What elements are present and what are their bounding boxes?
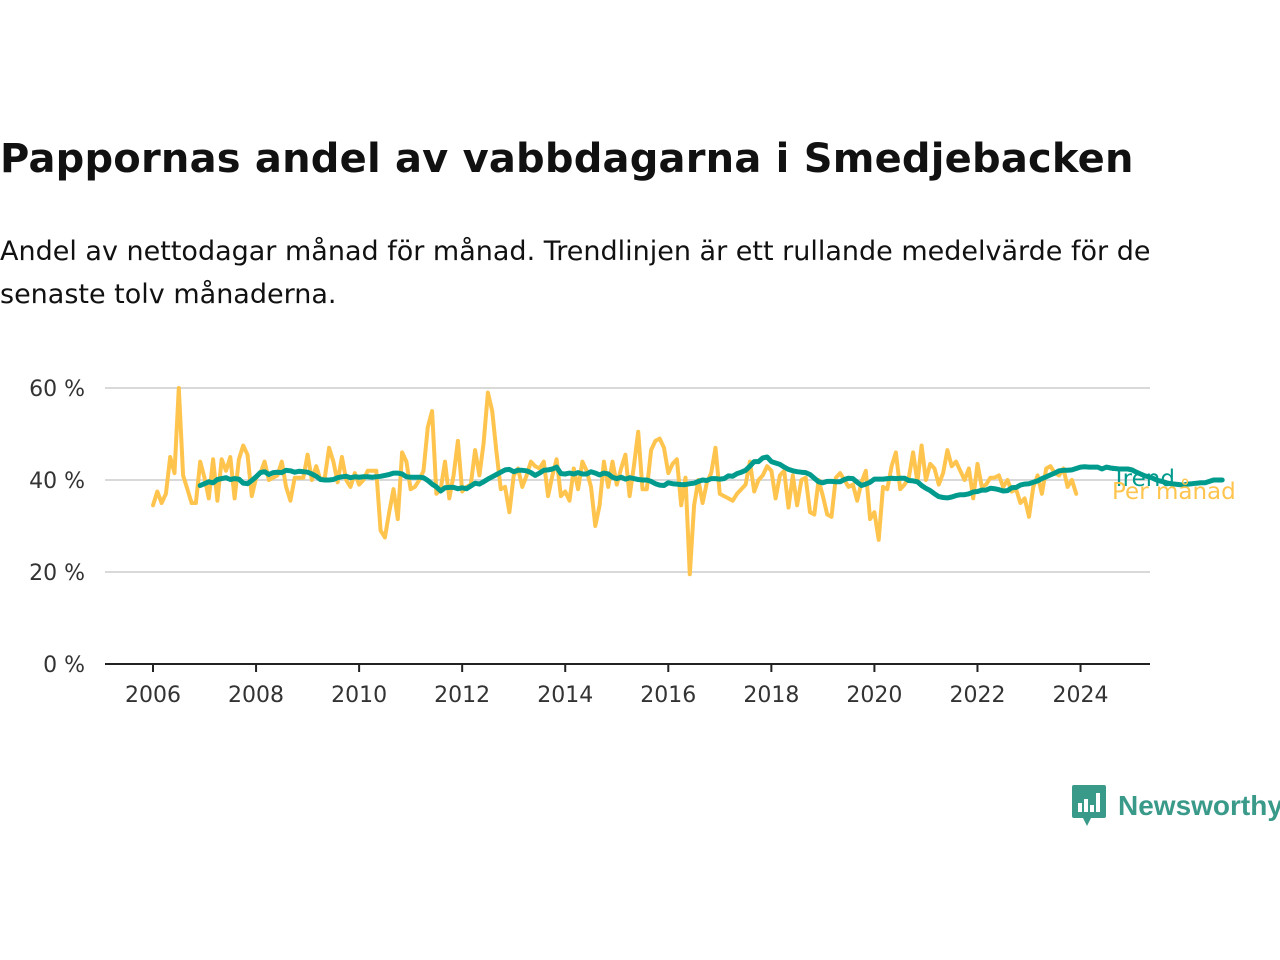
x-tick-label: 2024 [1053, 683, 1109, 708]
y-tick-label: 20 % [29, 561, 85, 586]
x-tick-label: 2008 [228, 683, 284, 708]
y-axis-labels: 0 % 20 % 40 % 60 % [29, 377, 85, 678]
brand-logo: Newsworthy [1072, 785, 1280, 827]
x-tick-label: 2012 [434, 683, 490, 708]
x-tick-label: 2006 [125, 683, 181, 708]
legend-label-trend: Trend [1111, 466, 1175, 492]
y-tick-label: 40 % [29, 469, 85, 494]
x-tick-label: 2010 [331, 683, 387, 708]
chart-title: Pappornas andel av vabbdagarna i Smedjeb… [0, 136, 1134, 182]
legend-label-per-manad: Per månad [1112, 477, 1236, 505]
series-lines [151, 386, 1225, 577]
x-tick-label: 2022 [949, 683, 1005, 708]
y-tick-label: 0 % [43, 653, 85, 678]
y-tick-label: 60 % [29, 377, 85, 402]
x-axis: 2006 2008 2010 2012 2014 2016 2018 2020 2022 2024 [105, 663, 1150, 708]
series-line-trend [197, 454, 1225, 501]
x-tick-label: 2016 [640, 683, 696, 708]
x-tick-label: 2014 [537, 683, 593, 708]
x-tick-label: 2018 [743, 683, 799, 708]
x-tick-label: 2020 [846, 683, 902, 708]
brand-name: Newsworthy [1118, 790, 1280, 821]
chart-subtitle: Andel av nettodagar månad för månad. Tre… [0, 236, 1151, 310]
series-line-per-manad [151, 386, 1079, 577]
newsworthy-logo-icon [1072, 785, 1106, 826]
